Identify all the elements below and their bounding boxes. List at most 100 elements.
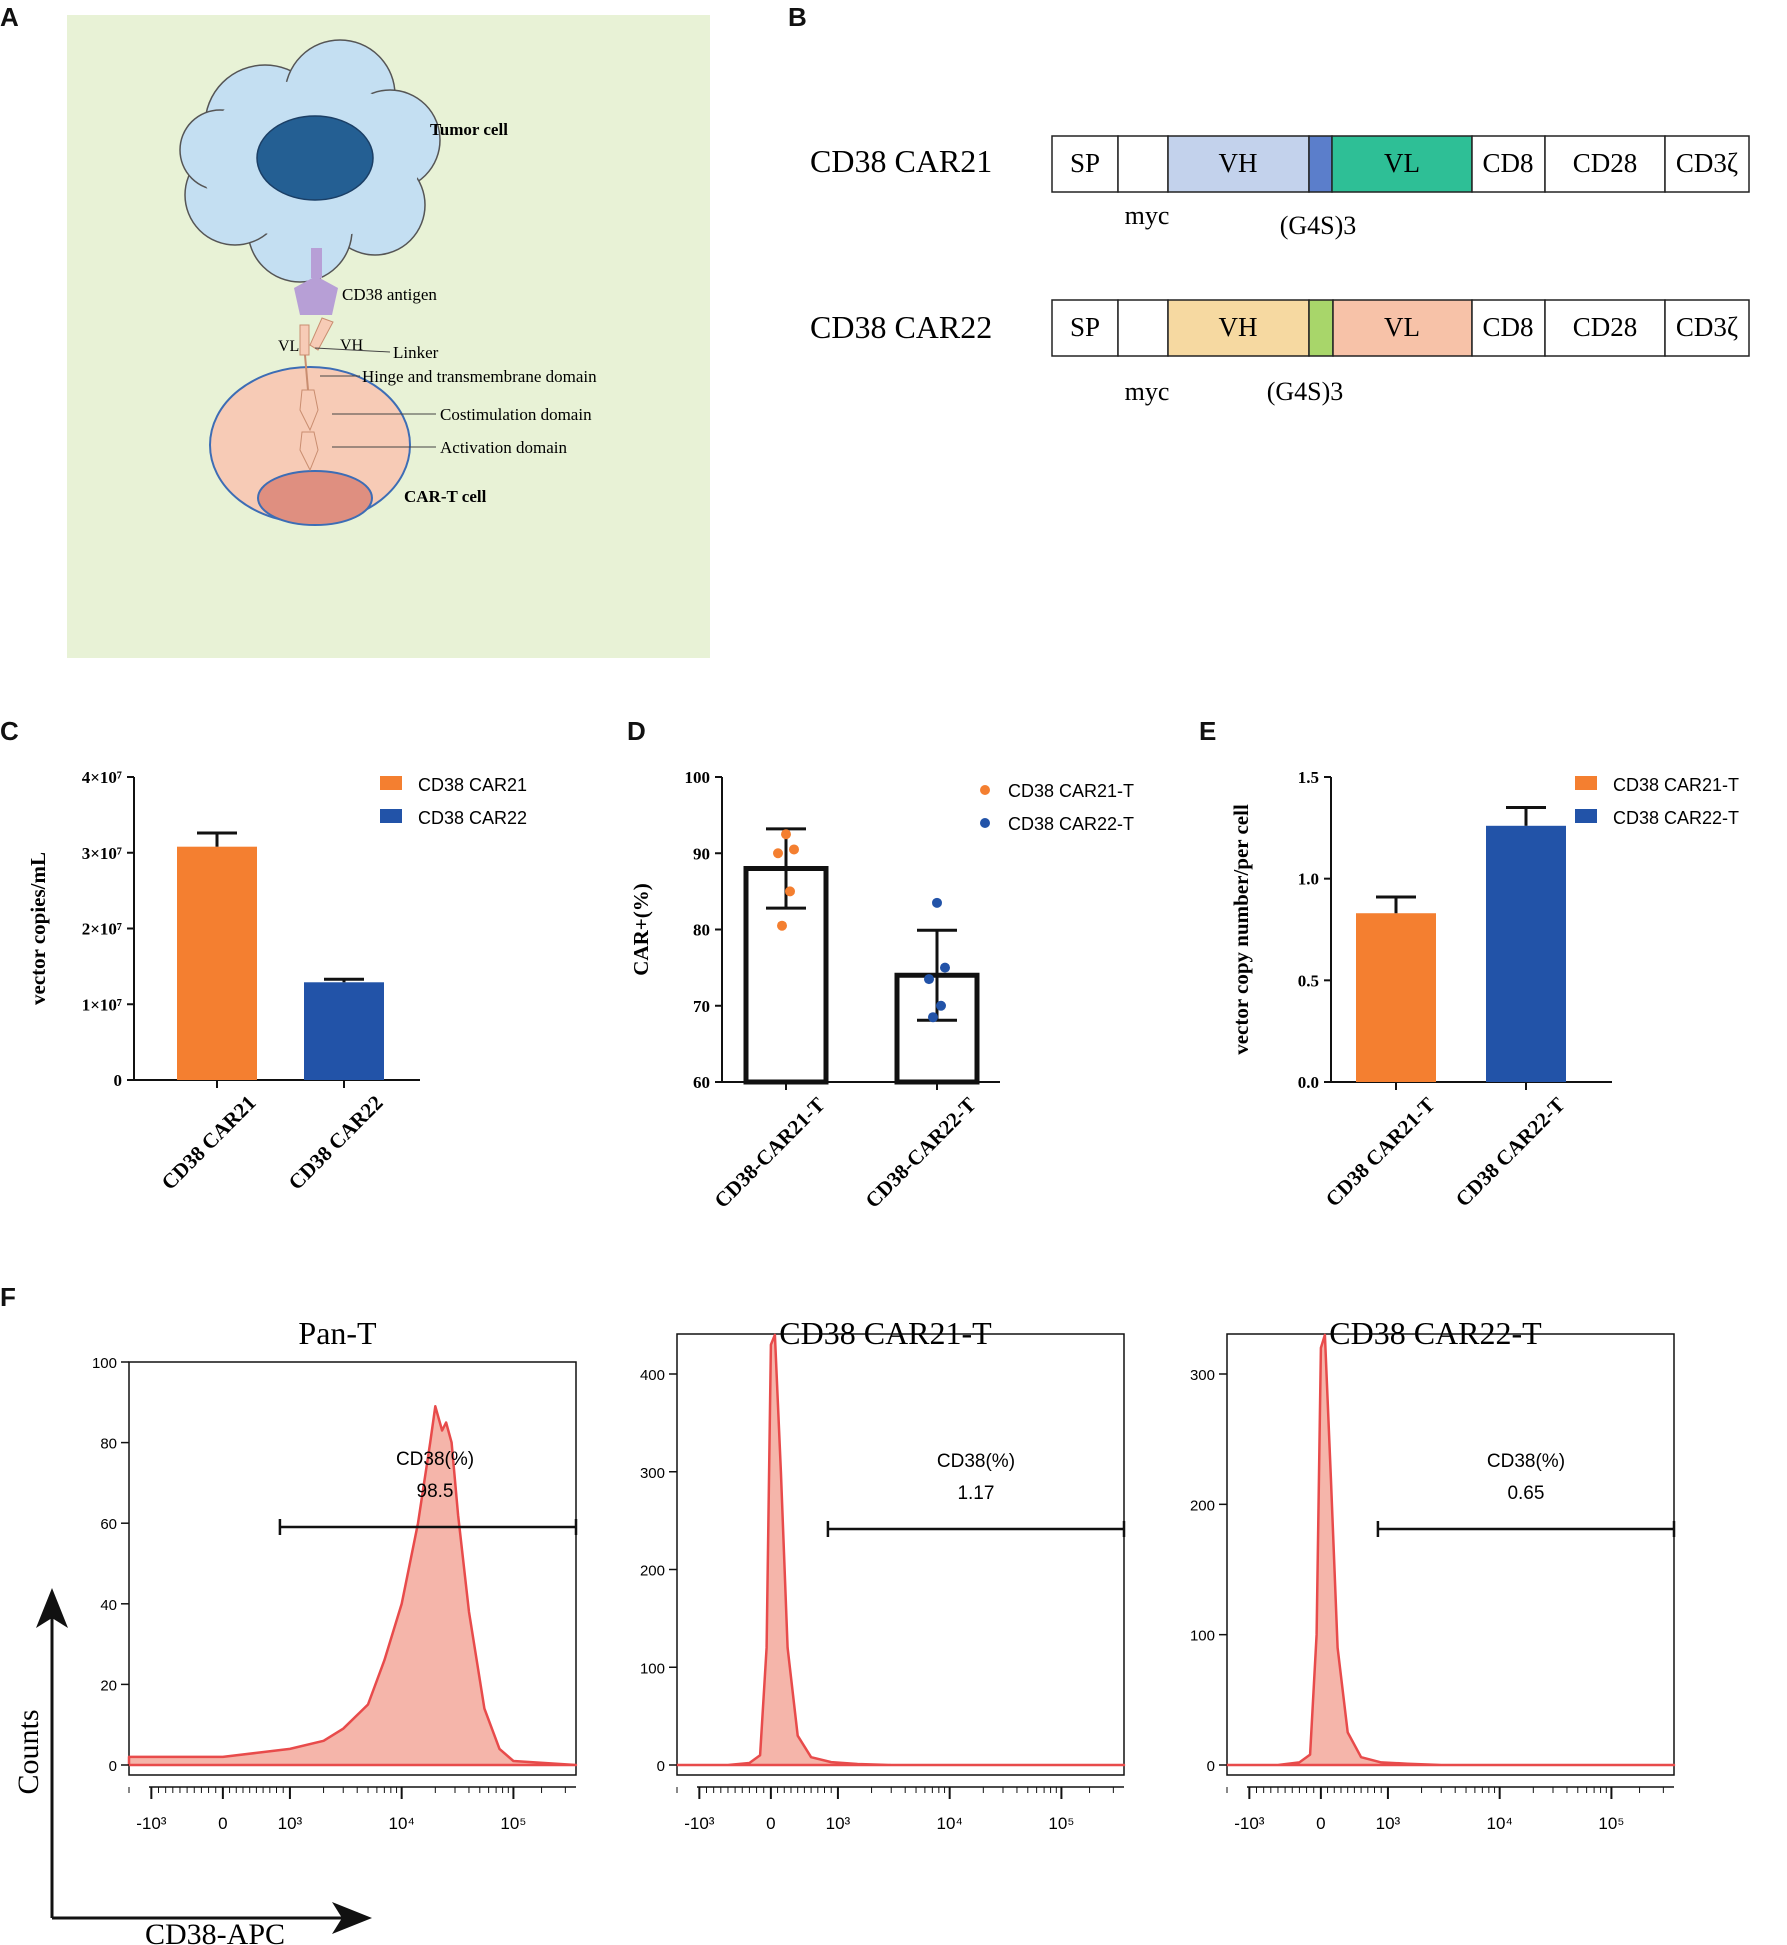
segment-cd28 xyxy=(1544,135,1666,193)
segment-vl xyxy=(1331,135,1473,193)
cart-cell-label: CAR-T cell xyxy=(404,487,487,506)
bar xyxy=(177,846,257,1080)
linker-pointer xyxy=(314,347,391,353)
hinge-domain xyxy=(304,354,309,391)
y-tick-label: 100 xyxy=(1190,1628,1215,1645)
plot-frame xyxy=(1226,1333,1675,1776)
plot-frame xyxy=(128,1361,577,1776)
y-tick-label: 100 xyxy=(640,1660,665,1677)
x-tick-label: 10³ xyxy=(1376,1814,1401,1833)
histogram-title: Pan-T xyxy=(298,1315,377,1351)
segment-myc xyxy=(1117,135,1169,193)
panel-letter-c: C xyxy=(0,716,19,746)
gate-label: CD38(%) xyxy=(937,1451,1015,1472)
data-point xyxy=(773,848,783,859)
y-tick-label: 0 xyxy=(114,1071,123,1090)
x-tick-label: 0 xyxy=(1316,1814,1325,1833)
y-tick-label: 400 xyxy=(640,1367,665,1384)
histogram-title: CD38 CAR21-T xyxy=(779,1315,992,1351)
g4s-label: (G4S)3 xyxy=(1280,211,1357,240)
segment-sp xyxy=(1051,135,1119,193)
gate-value: 0.65 xyxy=(1507,1483,1544,1504)
linker-label: Linker xyxy=(393,343,439,362)
y-tick-label: 90 xyxy=(693,844,710,863)
legend-label: CD38 CAR22-T xyxy=(1613,808,1739,828)
apc-arrowhead xyxy=(332,1902,372,1934)
y-tick-label: 1×10⁷ xyxy=(82,995,122,1014)
legend-marker xyxy=(380,776,402,790)
x-tick-label: CD38 CAR21-T xyxy=(1321,1093,1440,1212)
y-tick-label: 0 xyxy=(1207,1758,1215,1775)
data-point xyxy=(928,1012,938,1023)
myc-label: myc xyxy=(1125,377,1170,406)
costimulation-domain xyxy=(299,389,319,432)
x-tick-label: 10⁵ xyxy=(500,1814,526,1833)
x-tick-label: CD38 CAR22 xyxy=(284,1091,388,1195)
x-tick-label: 10³ xyxy=(826,1814,851,1833)
activation-domain xyxy=(299,431,319,472)
panel-letter-e: E xyxy=(1199,716,1217,746)
segment-cd28 xyxy=(1544,299,1666,357)
x-tick-label: 10⁵ xyxy=(1048,1814,1074,1833)
segment-cd3z xyxy=(1664,135,1750,193)
y-tick-label: 60 xyxy=(100,1516,117,1533)
segment-vh xyxy=(1167,299,1310,357)
y-tick-label: 0 xyxy=(109,1758,117,1775)
data-point xyxy=(936,1000,946,1011)
chart-e: 0.0 0.5 1.0 1.5 vector copy number/per cell C… xyxy=(1229,768,1739,1211)
legend-marker xyxy=(1575,776,1597,790)
y-axis-label: vector copy number/per cell xyxy=(1229,804,1253,1055)
y-tick-label: 300 xyxy=(1190,1367,1215,1384)
segment-label: CD8 xyxy=(1482,312,1533,342)
legend-marker xyxy=(980,818,990,828)
segment-label: SP xyxy=(1070,312,1100,342)
vh-domain xyxy=(309,317,334,351)
segment-label: VH xyxy=(1219,148,1258,178)
panel-letter-a: A xyxy=(0,2,19,32)
hinge-label: Hinge and transmembrane domain xyxy=(362,367,597,386)
cd38-antigen xyxy=(294,276,338,315)
data-point xyxy=(781,829,791,840)
segment-label: CD3ζ xyxy=(1676,148,1738,178)
segment-vh xyxy=(1167,135,1310,193)
tumor-nucleus xyxy=(256,115,374,201)
legend-marker xyxy=(380,809,402,823)
activation-label: Activation domain xyxy=(440,438,568,457)
x-tick-label: CD38 CAR21 xyxy=(157,1091,261,1195)
legend-label: CD38 CAR21 xyxy=(418,775,527,795)
gate-label: CD38(%) xyxy=(1487,1451,1565,1472)
vl-label: VL xyxy=(278,338,299,355)
counts-label: Counts xyxy=(12,1709,45,1794)
chart-f3: CD38 CAR22-T 0 100 200 300 -10³ 0 10³ 10⁴ 10⁵ CD38… xyxy=(1190,1315,1676,1833)
y-axis-label: vector copies/mL xyxy=(26,852,50,1005)
bar xyxy=(1486,825,1566,1082)
segment-label: CD3ζ xyxy=(1676,312,1738,342)
segment-linker xyxy=(1308,299,1334,357)
y-tick-label: 100 xyxy=(685,768,711,787)
segment-label: VL xyxy=(1384,148,1420,178)
construct-car22: CD38 CAR22 SP VH VL CD8 CD28 CD3ζ myc (G… xyxy=(810,299,1750,406)
legend-marker xyxy=(1575,809,1597,823)
segment-cd8 xyxy=(1471,299,1546,357)
plot-frame xyxy=(676,1333,1125,1776)
gate-value: 1.17 xyxy=(957,1483,994,1504)
segment-label: SP xyxy=(1070,148,1100,178)
y-tick-label: 70 xyxy=(693,997,710,1016)
g4s-label: (G4S)3 xyxy=(1267,377,1344,406)
x-tick-label: 10⁴ xyxy=(937,1814,963,1833)
data-point xyxy=(789,844,799,855)
histogram-area xyxy=(675,1333,1126,1767)
vl-domain xyxy=(299,324,310,356)
construct-car21: CD38 CAR21 SP VH VL CD8 CD28 CD3ζ myc (G… xyxy=(810,135,1750,240)
apc-label: CD38-APC xyxy=(145,1918,285,1945)
x-tick-label: CD38 CAR22-T xyxy=(1451,1093,1570,1212)
x-tick-label: CD38-CAR21-T xyxy=(709,1093,829,1213)
data-point xyxy=(777,920,787,931)
y-tick-label: 100 xyxy=(92,1355,117,1372)
y-tick-label: 40 xyxy=(100,1597,117,1614)
histogram-title: CD38 CAR22-T xyxy=(1329,1315,1542,1351)
gate-label: CD38(%) xyxy=(396,1449,474,1470)
histogram-area xyxy=(127,1405,578,1767)
